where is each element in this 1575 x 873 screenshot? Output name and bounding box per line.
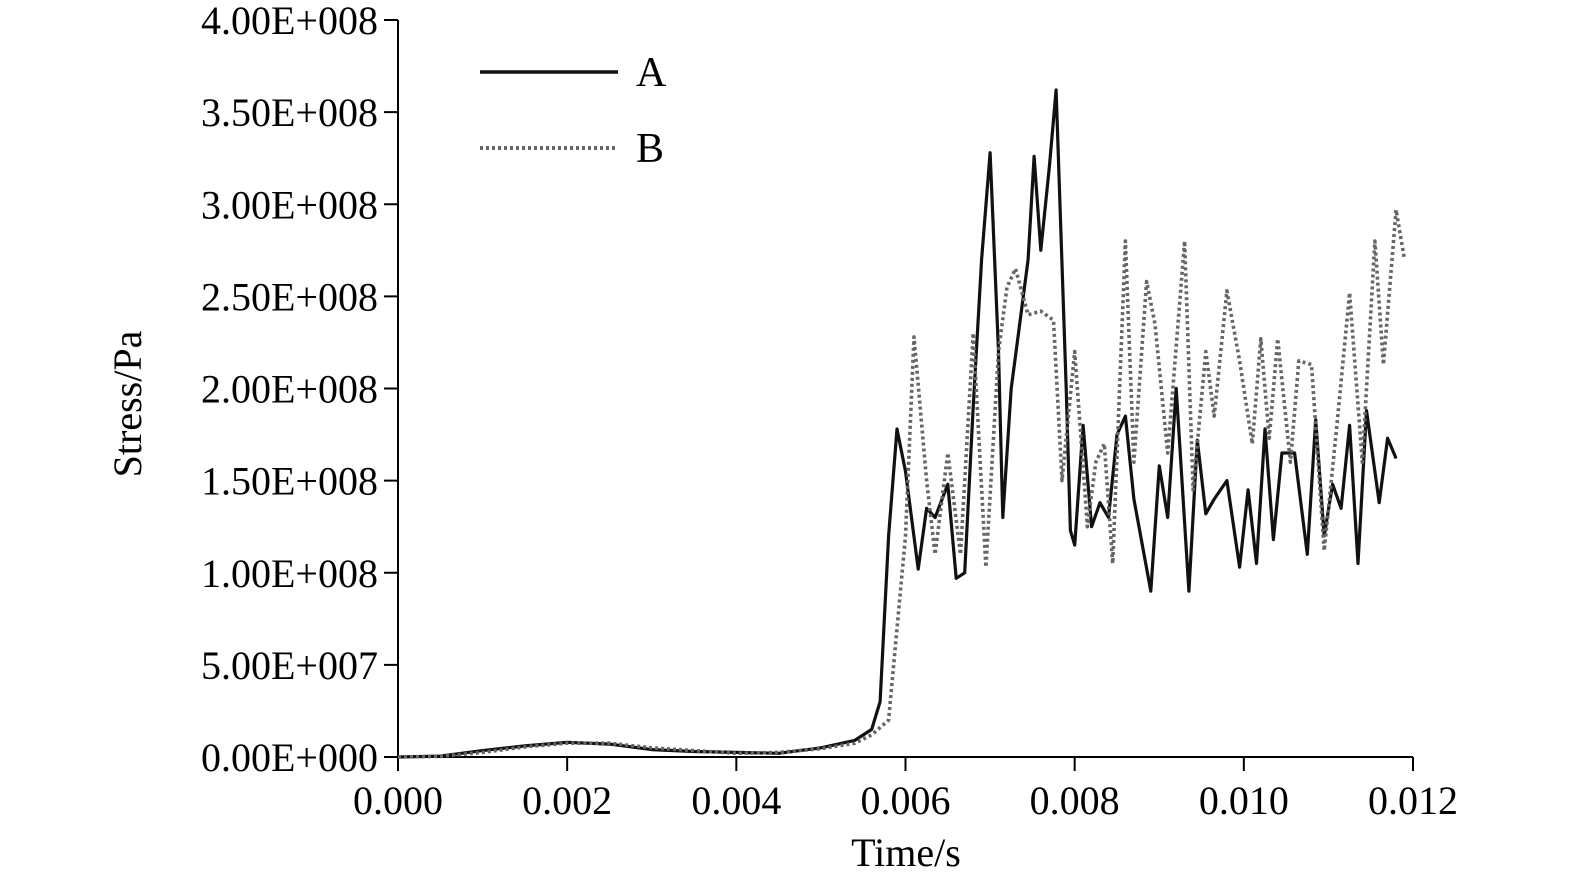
y-tick-label: 3.00E+008 <box>201 182 378 227</box>
x-axis-ticks: 0.000 0.002 0.004 0.006 0.008 0.010 0.012 <box>353 757 1458 823</box>
x-tick-label: 0.002 <box>522 778 612 823</box>
axes <box>397 20 1413 758</box>
x-tick-label: 0.004 <box>691 778 781 823</box>
legend-label-a: A <box>636 50 667 96</box>
legend-label-b: B <box>636 126 664 172</box>
x-tick-label: 0.000 <box>353 778 443 823</box>
y-tick-label: 2.50E+008 <box>201 274 378 319</box>
y-tick-label: 4.00E+008 <box>201 0 378 43</box>
y-tick-label: 1.50E+008 <box>201 459 378 504</box>
y-tick-label: 2.00E+008 <box>201 367 378 412</box>
series-line-a <box>397 88 1398 759</box>
x-tick-label: 0.012 <box>1368 778 1458 823</box>
x-axis-title: Time/s <box>851 830 961 873</box>
series-lines <box>397 88 1407 759</box>
x-tick-label: 0.010 <box>1199 778 1289 823</box>
y-tick-label: 1.00E+008 <box>201 551 378 596</box>
series-line-b <box>397 208 1407 759</box>
y-axis-title: Stress/Pa <box>105 330 150 477</box>
x-tick-label: 0.006 <box>861 778 951 823</box>
x-tick-label: 0.008 <box>1030 778 1120 823</box>
y-tick-label: 5.00E+007 <box>201 643 378 688</box>
legend: AB <box>480 50 667 172</box>
y-tick-label: 0.00E+000 <box>201 735 378 780</box>
y-axis-ticks: 0.00E+000 5.00E+007 1.00E+008 1.50E+008 2.00… <box>201 0 398 780</box>
y-tick-label: 3.50E+008 <box>201 90 378 135</box>
